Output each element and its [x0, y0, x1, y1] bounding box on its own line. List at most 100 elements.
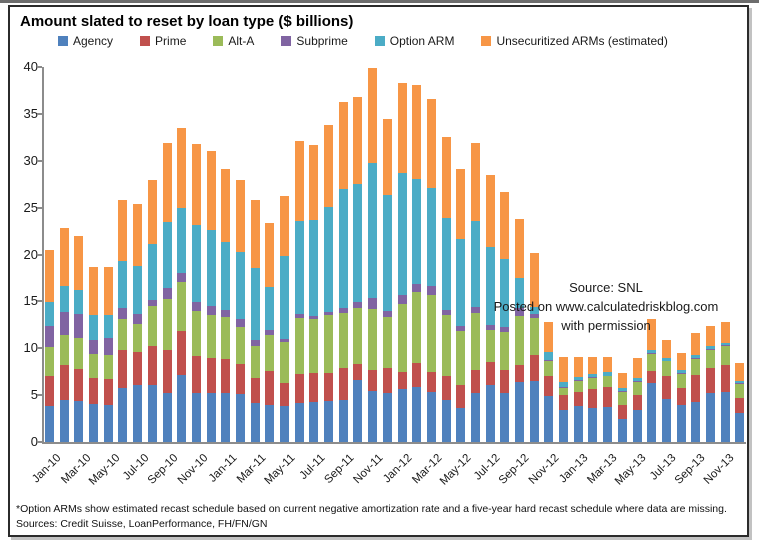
bar-segment	[397, 82, 407, 173]
legend-swatch-icon	[374, 36, 385, 46]
bar-segment	[89, 266, 99, 316]
bar-segment	[221, 317, 231, 359]
bar-jan-11	[221, 67, 231, 442]
bar-segment	[103, 354, 113, 380]
bar-segment	[647, 350, 657, 353]
bar-segment	[221, 169, 231, 243]
y-tick-label: 0	[30, 434, 38, 449]
bar-segment	[89, 353, 99, 379]
bar-segment	[59, 365, 69, 400]
bar-segment	[353, 302, 363, 308]
bar-segment	[661, 376, 671, 399]
bar-segment	[309, 316, 319, 320]
bar-segment	[324, 125, 334, 207]
bar-segment	[705, 393, 715, 442]
bar-segment	[603, 386, 613, 408]
bar-segment	[338, 399, 348, 442]
bar-segment	[485, 247, 495, 325]
bar-segment	[735, 382, 745, 384]
bar-segment	[118, 261, 128, 308]
bar-segment	[250, 378, 260, 403]
bar-jun-12	[470, 67, 480, 442]
bar-segment	[250, 200, 260, 268]
bar-segment	[118, 387, 128, 442]
bar-segment	[177, 331, 187, 375]
bar-segment	[647, 353, 657, 371]
bar-segment	[118, 350, 128, 388]
bar-segment	[280, 341, 289, 384]
bar-segment	[544, 352, 554, 360]
bar-segment	[632, 357, 642, 379]
bar-jul-10	[133, 67, 143, 442]
bar-nov-11	[368, 67, 378, 442]
bar-segment	[515, 277, 524, 308]
bar-segment	[485, 330, 495, 363]
bar-segment	[338, 101, 348, 189]
bar-segment	[426, 371, 436, 393]
y-tick-label: 15	[23, 293, 38, 309]
bar-segment	[397, 371, 407, 389]
bar-segment	[588, 377, 598, 379]
bar-segment	[74, 290, 84, 314]
bar-segment	[397, 304, 407, 372]
footnote-text: *Option ARMs show estimated recast sched…	[16, 503, 727, 515]
bar-segment	[559, 410, 569, 442]
bar-segment	[353, 184, 363, 303]
bar-segment	[515, 307, 524, 317]
bar-segment	[456, 325, 466, 332]
bar-segment	[676, 372, 686, 374]
bar-segment	[573, 377, 583, 381]
bar-segment	[426, 188, 436, 287]
bar-segment	[162, 393, 172, 442]
bar-segment	[74, 235, 84, 291]
bar-segment	[368, 391, 378, 442]
bar-segment	[74, 400, 84, 442]
bar-segment	[632, 381, 642, 383]
bar-segment	[45, 302, 54, 326]
bar-feb-11	[235, 67, 245, 442]
bar-segment	[45, 325, 54, 348]
bar-segment	[735, 363, 745, 382]
bar-segment	[515, 316, 524, 366]
bar-segment	[118, 200, 128, 262]
bar-segment	[441, 376, 451, 400]
legend-item-prime: Prime	[140, 34, 186, 48]
bar-segment	[191, 310, 201, 356]
bar-segment	[338, 312, 348, 368]
bar-segment	[368, 308, 378, 370]
bar-segment	[720, 322, 730, 343]
bar-segment	[309, 319, 319, 373]
bar-segment	[206, 393, 216, 442]
bar-segment	[705, 350, 715, 368]
bar-segment	[588, 388, 598, 409]
bar-segment	[426, 294, 436, 372]
bar-segment	[382, 317, 392, 368]
bar-jun-13	[647, 67, 657, 442]
bar-segment	[691, 333, 701, 355]
bar-apr-13	[617, 67, 627, 442]
bar-segment	[59, 335, 69, 366]
bar-segment	[691, 358, 701, 376]
bar-segment	[103, 404, 113, 442]
bar-segment	[235, 179, 245, 252]
bar-segment	[324, 372, 334, 401]
bar-oct-12	[529, 67, 539, 442]
y-tick-label: 30	[23, 152, 38, 168]
bar-segment	[280, 338, 289, 342]
y-tick-mark	[37, 441, 42, 443]
bar-feb-12	[412, 67, 422, 442]
bar-segment	[441, 137, 451, 218]
bar-sep-12	[515, 67, 524, 442]
bar-segment	[265, 287, 275, 330]
bar-segment	[573, 406, 583, 442]
bar-segment	[720, 345, 730, 347]
bar-segment	[676, 373, 686, 388]
bar-segment	[617, 387, 627, 392]
bar-segment	[191, 393, 201, 442]
bar-segment	[382, 393, 392, 442]
bar-segment	[324, 400, 334, 442]
legend-swatch-icon	[58, 36, 68, 46]
y-tick-label: 20	[23, 246, 38, 262]
bar-segment	[59, 286, 69, 312]
bar-segment	[529, 318, 539, 355]
